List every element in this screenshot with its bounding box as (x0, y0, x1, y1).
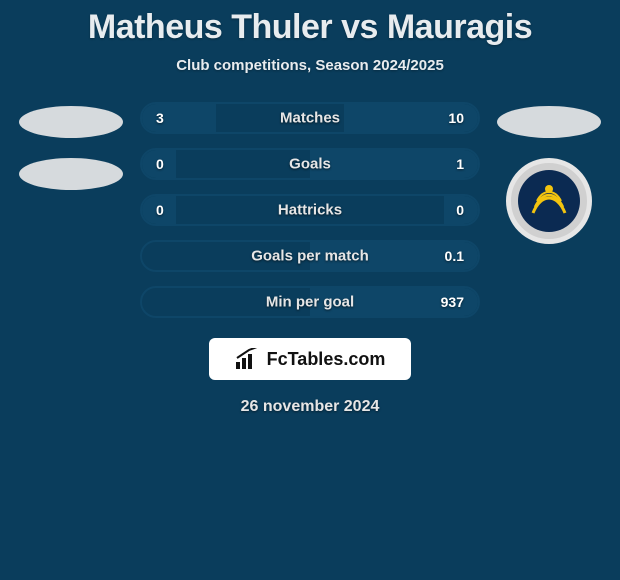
brand-text: FcTables.com (267, 349, 386, 370)
stat-value-left: 0 (156, 202, 164, 218)
infographic-root: Matheus Thuler vs Mauragis Club competit… (0, 0, 620, 416)
stat-bar: Goals per match 0.1 (140, 240, 480, 272)
page-title: Matheus Thuler vs Mauragis (0, 8, 620, 47)
stat-bar: Min per goal 937 (140, 286, 480, 318)
wave-icon (521, 173, 577, 229)
left-player-col (16, 102, 126, 190)
chart-icon (235, 348, 259, 370)
content-row: 3Matches100Goals10Hattricks0Goals per ma… (0, 102, 620, 318)
badge-inner (518, 170, 580, 232)
right-player-col (494, 102, 604, 244)
footer: FcTables.com 26 november 2024 (0, 338, 620, 416)
stat-value-right: 10 (448, 110, 464, 126)
stat-label: Hattricks (278, 202, 342, 219)
stat-fill-right (310, 150, 478, 178)
left-club-placeholder-oval (19, 158, 123, 190)
stat-bar: 3 Matches 10 (140, 102, 480, 134)
stat-label: Min per goal (266, 294, 354, 311)
right-placeholder-oval (497, 106, 601, 138)
left-placeholder-oval (19, 106, 123, 138)
stat-value-left: 3 (156, 110, 164, 126)
stat-value-right: 0 (456, 202, 464, 218)
stat-label: Matches (280, 110, 340, 127)
stat-label: Goals per match (251, 248, 369, 265)
stat-bar: 0 Goals 1 (140, 148, 480, 180)
stat-value-right: 1 (456, 156, 464, 172)
stat-label: Goals (289, 156, 331, 173)
stat-fill-left (142, 104, 216, 132)
subtitle: Club competitions, Season 2024/2025 (0, 57, 620, 74)
stat-value-right: 937 (441, 294, 464, 310)
stat-value-right: 0.1 (445, 248, 464, 264)
brand-box: FcTables.com (209, 338, 412, 380)
right-club-badge (506, 158, 592, 244)
date-text: 26 november 2024 (241, 398, 380, 416)
stats-column: 3Matches100Goals10Hattricks0Goals per ma… (140, 102, 480, 318)
stat-bar: 0 Hattricks 0 (140, 194, 480, 226)
stat-value-left: 0 (156, 156, 164, 172)
